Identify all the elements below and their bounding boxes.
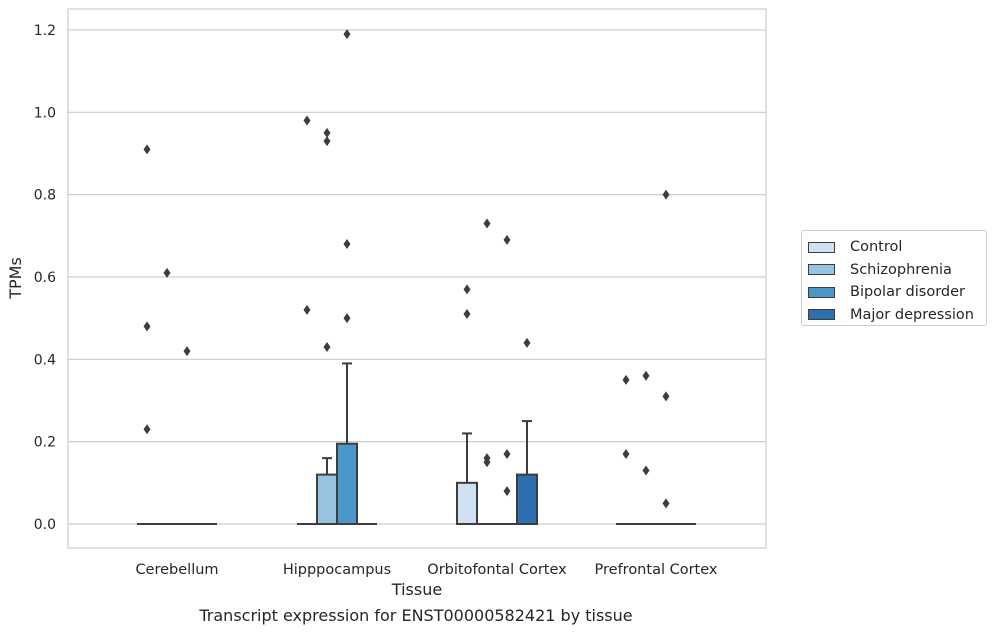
legend-item: Control [808,236,986,259]
x-tick-label: Prefrontal Cortex [595,562,718,578]
outlier-point [323,341,331,352]
outlier-point [303,304,311,315]
box-body [456,481,478,525]
outlier-point [463,309,471,320]
outlier-point [642,370,650,381]
outlier-point [343,239,351,250]
outliers [143,29,670,509]
outlier-point [622,449,630,460]
legend-item: Bipolar disorder [808,281,986,304]
x-tick-label: Cerebellum [135,562,218,578]
legend-label: Schizophrenia [850,261,952,278]
outlier-point [483,457,491,468]
y-tick-label: 0.8 [34,188,56,204]
legend-item: Major depression [808,304,986,327]
box-schizophrenia [316,457,338,526]
legend-item: Schizophrenia [808,259,986,282]
outlier-point [483,218,491,229]
box-body [316,473,338,526]
y-tick-label: 0.4 [34,352,56,368]
legend: Control Schizophrenia Bipolar disorder Majo… [801,230,987,326]
outlier-point [323,136,331,147]
outlier-point [463,284,471,295]
chart-caption: Transcript expression for ENST0000058242… [199,606,633,625]
y-axis-label: TPMs [6,257,25,300]
legend-label: Control [850,239,903,256]
outlier-point [523,337,531,348]
outlier-point [323,127,331,138]
y-tick-label: 0.2 [34,435,56,451]
x-tick-label: Orbitofontal Cortex [427,562,567,578]
outlier-point [662,189,670,200]
y-tick-labels: 0.0 0.2 0.4 0.6 0.8 1.0 1.2 [34,23,56,533]
x-tick-label: Hipppocampus [283,562,391,578]
y-tick-label: 0.6 [34,270,56,286]
x-tick-labels: Cerebellum Hipppocampus Orbitofontal Corte… [135,562,717,578]
outlier-point [183,346,191,357]
outlier-point [143,321,151,332]
box-control [456,432,478,525]
outlier-point [343,29,351,40]
outlier-point [642,465,650,476]
legend-swatch [808,264,835,276]
outlier-point [303,115,311,126]
outlier-point [503,449,511,460]
legend-swatch [808,241,835,253]
outlier-point [662,391,670,402]
y-tick-label: 1.2 [34,23,56,39]
outlier-point [503,234,511,245]
legend-swatch [808,286,835,298]
y-tick-label: 1.0 [34,105,56,121]
box-body [516,473,538,526]
outlier-point [343,313,351,324]
outlier-point [622,374,630,385]
legend-swatch [808,309,835,321]
outlier-point [143,424,151,435]
boxes [137,362,696,526]
box-bipolar-disorder [336,362,358,526]
outlier-point [163,267,171,278]
y-tick-label: 0.0 [34,517,56,533]
legend-label: Major depression [850,306,974,323]
x-axis-label: Tissue [391,580,442,599]
box-body [336,442,358,526]
outlier-point [662,498,670,509]
plot-frame [67,8,767,549]
legend-label: Bipolar disorder [850,284,965,301]
grid-lines [68,29,766,525]
box-major-depression [516,420,538,526]
outlier-point [503,486,511,497]
outlier-point [143,144,151,155]
